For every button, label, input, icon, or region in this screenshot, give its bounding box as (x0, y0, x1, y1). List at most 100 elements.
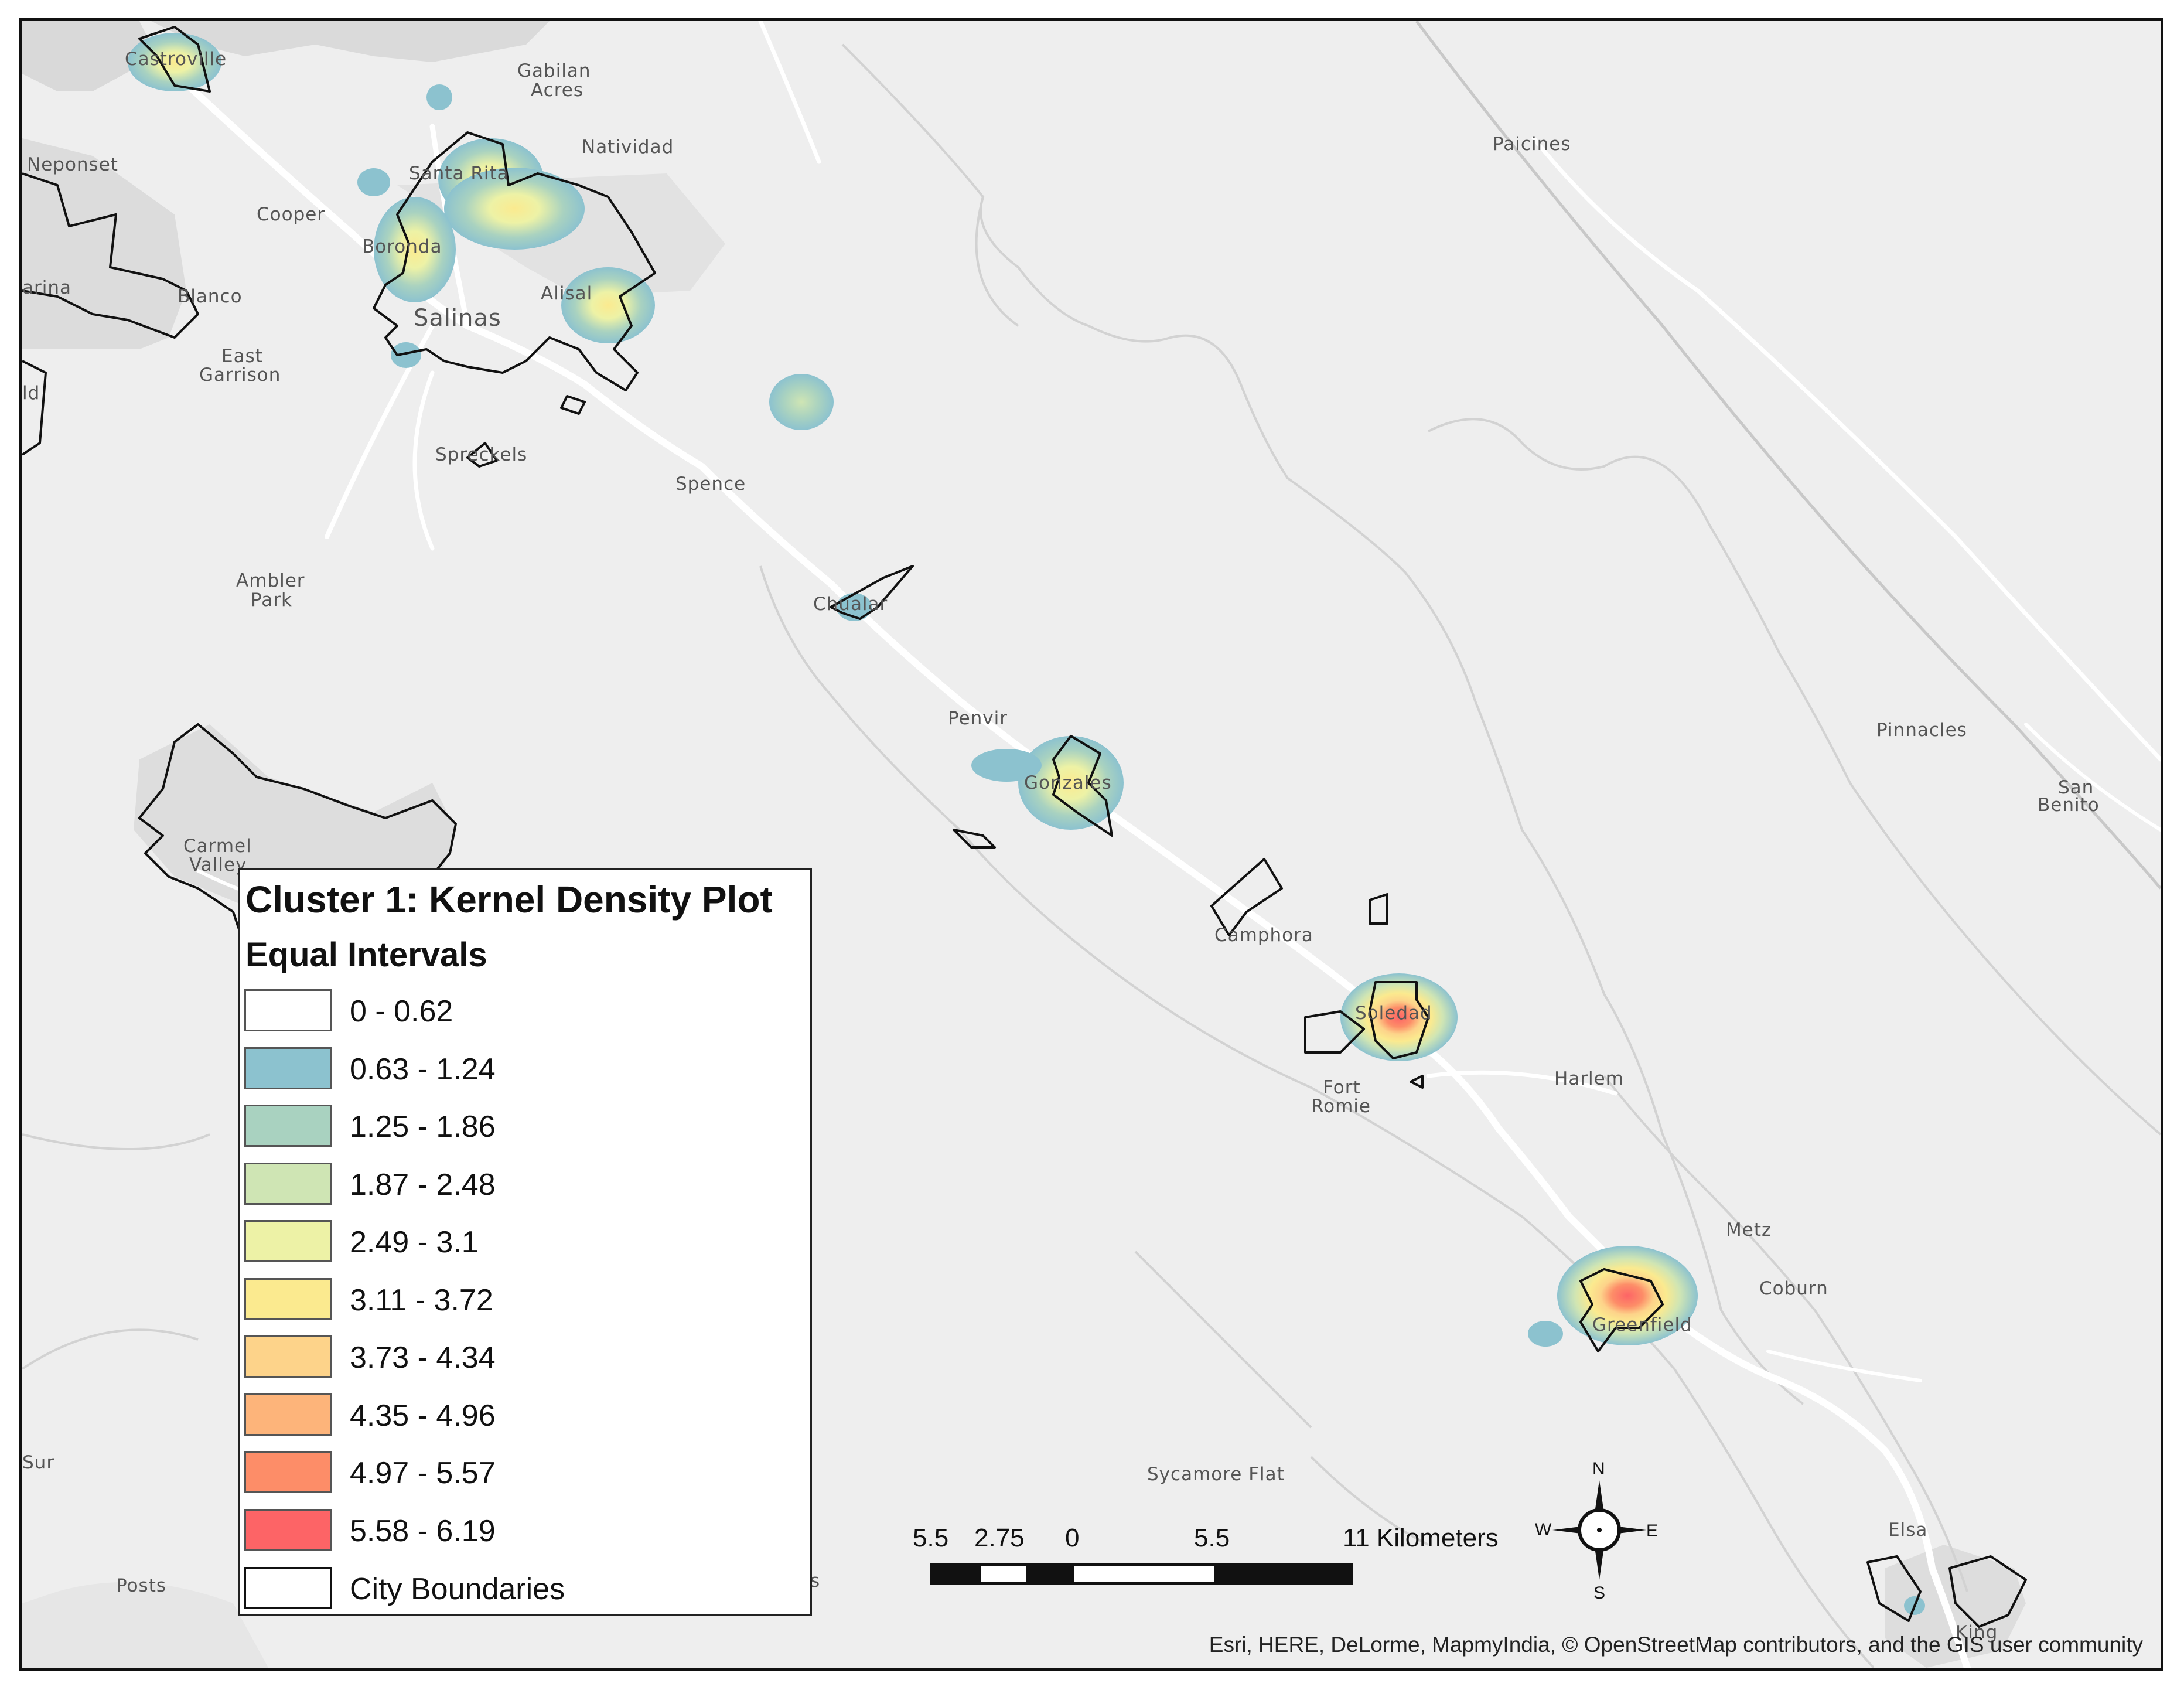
legend-swatch (244, 1451, 332, 1493)
scale-seg (981, 1566, 1026, 1582)
label-paicines: Paicines (1493, 134, 1571, 155)
legend-swatch (244, 1335, 332, 1378)
scale-label-3: 0 (1065, 1524, 1080, 1552)
boundary-greenfield (1579, 1268, 1664, 1352)
legend-swatch (244, 1047, 332, 1089)
legend-row: 4.35 - 4.96 (244, 1393, 772, 1438)
place-labels: Castroville Gabilan Acres Natividad Paic… (22, 49, 2100, 1643)
label-santa-rita: Santa Rita (409, 163, 509, 184)
scale-label-5: 11 Kilometers (1343, 1524, 1499, 1552)
scale-seg (1214, 1566, 1351, 1582)
label-spreckels: Spreckels (435, 444, 527, 465)
label-chualar: Chualar (813, 594, 888, 615)
boundary-soledad-south (1410, 1075, 1424, 1089)
legend-row: 0 - 0.62 (244, 989, 772, 1034)
density-greenfield (1557, 1246, 1698, 1345)
label-ambler-park-2: Park (251, 590, 292, 611)
legend-swatch (244, 1508, 332, 1551)
label-ambler-park: Ambler (236, 570, 305, 591)
density-east-salinas (769, 374, 834, 430)
compass-n: N (1592, 1459, 1605, 1478)
density-santa-rita-east (444, 168, 585, 250)
boundary-soledad (1369, 981, 1429, 1059)
label-s-partial: s (810, 1570, 820, 1592)
label-ld: ld (22, 383, 40, 404)
scale-seg (1074, 1566, 1214, 1582)
legend-label: 4.35 - 4.96 (350, 1398, 496, 1433)
compass-s: S (1593, 1583, 1606, 1603)
legend-row: 4.97 - 5.57 (244, 1451, 772, 1495)
label-soledad: Soledad (1355, 1003, 1432, 1024)
compass-w: W (1535, 1520, 1552, 1539)
compass-rose-icon (1552, 1480, 1646, 1580)
boundary-spreckels (466, 442, 498, 468)
label-san-benito: San (2058, 777, 2094, 798)
boundary-castroville (138, 26, 211, 93)
boundary-small-west (953, 829, 996, 849)
label-fort-romie-2: Romie (1311, 1096, 1371, 1117)
label-natividad: Natividad (582, 137, 674, 158)
label-camphora: Camphora (1214, 925, 1313, 946)
label-fort-romie: Fort (1323, 1077, 1361, 1098)
legend-row: 0.63 - 1.24 (244, 1047, 772, 1092)
boundary-king-city (1948, 1555, 2027, 1628)
legend-swatch (244, 1162, 332, 1205)
density-gonzales-west (971, 749, 1042, 782)
label-harlem: Harlem (1554, 1068, 1624, 1089)
density-gabilan (426, 84, 452, 110)
label-castroville: Castroville (125, 49, 227, 70)
density-soledad (1340, 973, 1458, 1061)
attribution-credits: Esri, HERE, DeLorme, MapmyIndia, © OpenS… (1209, 1633, 2143, 1657)
legend-swatch (244, 1277, 332, 1320)
label-neponset: Neponset (27, 154, 118, 175)
label-cooper: Cooper (257, 204, 325, 225)
label-boronda: Boronda (362, 236, 442, 257)
label-coburn: Coburn (1759, 1278, 1828, 1299)
label-elsa: Elsa (1888, 1519, 1927, 1541)
legend-label: 3.73 - 4.34 (350, 1341, 496, 1375)
king-city-area (1885, 1545, 2026, 1668)
label-east-garrison: East (221, 346, 263, 367)
scale-label-1: 5.5 (913, 1524, 949, 1552)
scale-bar: 5.5 2.75 0 5.5 11 Kilometers (913, 1524, 1570, 1594)
label-king: King (1956, 1622, 1998, 1643)
density-greenfield-west (1528, 1321, 1563, 1347)
label-carmel-valley: Carmel (183, 836, 252, 857)
density-salinas-south (391, 342, 421, 368)
legend-swatch (244, 1105, 332, 1147)
legend-label: 1.87 - 2.48 (350, 1167, 496, 1202)
boundary-salinas-small (560, 395, 586, 415)
north-arrow-icon: N S E W (1535, 1459, 1664, 1603)
density-west-spot (357, 168, 390, 196)
label-san-benito-2: Benito (2038, 795, 2100, 816)
legend-swatch (244, 989, 332, 1031)
legend-row-city-boundaries: City Boundaries (244, 1567, 772, 1611)
label-gabilan-acres-2: Acres (531, 80, 583, 101)
boundary-square (1369, 893, 1388, 925)
urban-area (22, 138, 186, 349)
label-metz: Metz (1726, 1219, 1772, 1241)
boundary-gonzales (1052, 735, 1113, 837)
boundary-west-edge (22, 360, 47, 456)
label-pinnacles: Pinnacles (1876, 720, 1967, 741)
legend-label: 0.63 - 1.24 (350, 1052, 496, 1086)
legend: Cluster 1: Kernel Density Plot Equal Int… (238, 868, 812, 1616)
label-posts: Posts (116, 1575, 166, 1596)
urban-area (151, 21, 550, 62)
label-gabilan-acres: Gabilan (517, 60, 591, 81)
legend-row: 2.49 - 3.1 (244, 1220, 772, 1265)
density-boronda (374, 197, 456, 302)
boundary-marina (22, 172, 199, 339)
urban-area (22, 21, 157, 91)
roads (153, 21, 2161, 1668)
legend-row: 5.58 - 6.19 (244, 1508, 772, 1553)
scale-bar-graphic (930, 1563, 1353, 1585)
legend-label: 2.49 - 3.1 (350, 1225, 479, 1259)
legend-label: 0 - 0.62 (350, 994, 453, 1028)
label-blanco: Blanco (178, 286, 243, 307)
legend-swatch (244, 1393, 332, 1436)
scale-seg (1026, 1566, 1074, 1582)
scale-seg (933, 1566, 981, 1582)
legend-label: 1.25 - 1.86 (350, 1110, 496, 1144)
label-greenfield: Greenfield (1592, 1314, 1692, 1335)
